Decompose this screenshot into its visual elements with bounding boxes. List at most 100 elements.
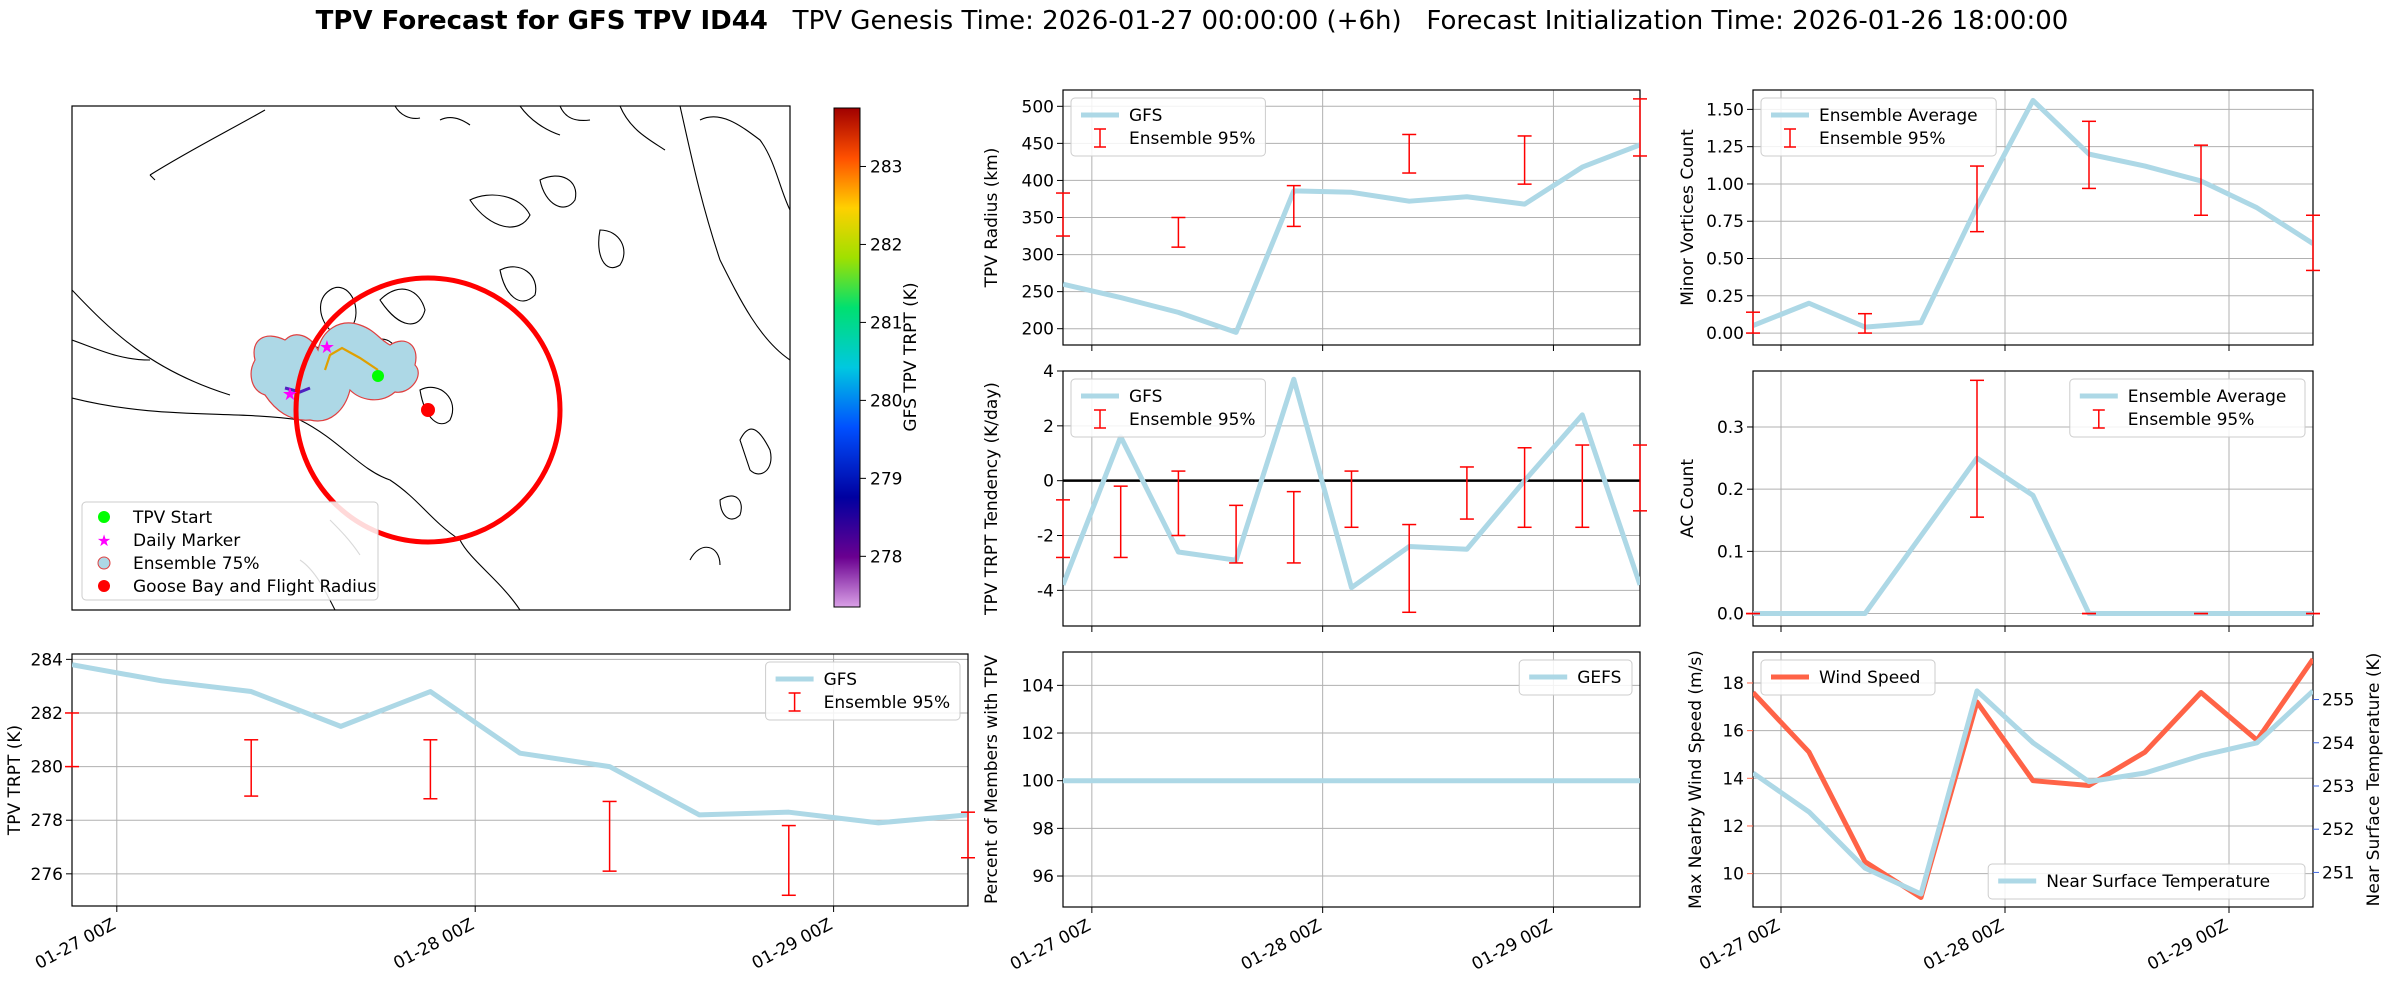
map-coastlines: [72, 106, 790, 610]
colorbar-tick-label: 278: [870, 547, 902, 567]
tpv-start-marker: [372, 370, 384, 382]
y-tick-label: 0.0: [1717, 605, 1744, 625]
y-tick-label: 0.00: [1706, 324, 1744, 344]
errorbar-group: [1746, 379, 2320, 615]
tpv-track-late: [323, 346, 379, 371]
colorbar-tick-label: 281: [870, 313, 902, 333]
colorbar-tick-label: 283: [870, 157, 902, 177]
map-panel: ★ ★ TPV Start ★ Daily Marker Ensemble 75…: [71, 105, 921, 611]
legend-label: Ensemble 95%: [1129, 410, 1256, 430]
y-tick-label: 250: [1022, 283, 1054, 303]
y-tick-label: -4: [1037, 581, 1054, 601]
legend-box: [1070, 97, 1266, 157]
legend-label: Wind Speed: [1819, 668, 1920, 688]
y-tick-label: 0.2: [1717, 480, 1744, 500]
y-tick-label: 18: [1722, 674, 1744, 694]
colorbar-tick-label: 279: [870, 469, 902, 489]
y-tick-label: 0.3: [1717, 418, 1744, 438]
legend-goose-bay: Goose Bay and Flight Radius: [133, 577, 377, 597]
errorbar-group: [1056, 444, 1647, 614]
map-legend: TPV Start ★ Daily Marker Ensemble 75% Go…: [81, 501, 379, 601]
y-right-tick-label: 251: [2322, 863, 2354, 883]
tpv-track: [284, 386, 311, 394]
y-axis-label: Max Nearby Wind Speed (m/s): [1686, 650, 1706, 909]
y-tick-label: 104: [1022, 676, 1054, 696]
legend-label: Ensemble 95%: [824, 693, 951, 713]
colorbar: 278 279 280 281 282 283 GFS TPV TRPT (K): [833, 107, 921, 608]
y-axis-label: AC Count: [1678, 459, 1698, 538]
y-tick-label: 276: [31, 865, 63, 885]
y-right-tick-label: 252: [2322, 820, 2354, 840]
y-tick-label: 102: [1022, 724, 1054, 744]
legend: GFS Ensemble 95%: [765, 661, 961, 721]
y-tick-label: 1.00: [1706, 175, 1744, 195]
y-tick-label: 4: [1043, 362, 1054, 382]
legend: GFS Ensemble 95%: [1070, 97, 1266, 157]
y-axis-label: TPV Radius (km): [982, 148, 1002, 289]
series-group: [1063, 142, 1640, 335]
plot-frame: [1752, 370, 2314, 627]
y-tick-label: 14: [1722, 769, 1744, 789]
y-tick-label: 0.75: [1706, 212, 1744, 232]
goose-bay-marker: [421, 403, 435, 417]
y-axis-label: Percent of Members with TPV: [982, 655, 1002, 904]
legend-box: [1987, 863, 2306, 900]
legend-box: [765, 661, 961, 721]
flight-radius-circle: [293, 275, 563, 545]
legend-right: Near Surface Temperature: [1987, 863, 2306, 900]
legend-label: GEFS: [1577, 668, 1621, 688]
y-axis-label: TPV TRPT (K): [5, 725, 25, 836]
legend-label: Ensemble 95%: [1819, 129, 1946, 149]
y-tick-label: 500: [1022, 97, 1054, 117]
x-tick-label: 01-29 00Z: [2144, 916, 2231, 975]
figure-title: TPV Forecast for GFS TPV ID44 TPV Genesi…: [0, 6, 2384, 36]
y-tick-label: 0.25: [1706, 287, 1744, 307]
y-tick-label: 278: [31, 811, 63, 831]
y-tick-label: 300: [1022, 246, 1054, 266]
legend-tpv-start: TPV Start: [132, 508, 213, 528]
y-tick-label: 100: [1022, 772, 1054, 792]
y-tick-label: 10: [1722, 865, 1744, 885]
legend-label: Ensemble 95%: [2128, 410, 2255, 430]
daily-marker-2: ★: [282, 384, 298, 405]
y-tick-label: 284: [31, 650, 63, 670]
legend-label: Ensemble 95%: [1129, 129, 1256, 149]
colorbar-gradient: [833, 107, 861, 608]
legend-box: [1760, 97, 1997, 157]
legend-label: GFS: [824, 670, 857, 690]
y-tick-label: 400: [1022, 171, 1054, 191]
y-right-tick-label: 254: [2322, 734, 2354, 754]
colorbar-label: GFS TPV TRPT (K): [901, 282, 921, 431]
legend: GFS Ensemble 95%: [1070, 378, 1266, 438]
legend-ensemble-icon: [97, 556, 111, 570]
y-right-axis-label: Near Surface Temperature (K): [2364, 653, 2384, 907]
legend-box: [1518, 659, 1633, 696]
figure-title-bold: TPV Forecast for GFS TPV ID44: [315, 6, 768, 36]
y-tick-label: 0.1: [1717, 542, 1744, 562]
y-tick-label: 16: [1722, 722, 1744, 742]
legend-label: Ensemble Average: [1819, 106, 1978, 126]
errorbar-group: [1746, 120, 2320, 334]
y-tick-label: 96: [1032, 867, 1054, 887]
figure-title-rest: TPV Genesis Time: 2026-01-27 00:00:00 (+…: [767, 6, 2069, 36]
legend-daily-marker-icon: ★: [97, 531, 111, 550]
legend: GEFS: [1518, 659, 1633, 696]
y-tick-label: -2: [1037, 527, 1054, 547]
y-axis-label: Minor Vortices Count: [1678, 129, 1698, 306]
daily-marker-1: ★: [319, 337, 335, 358]
y-tick-label: 280: [31, 758, 63, 778]
y-tick-label: 12: [1722, 817, 1744, 837]
plot-frame: [1752, 651, 2314, 908]
legend-box: [1070, 378, 1266, 438]
x-tick-label: 01-28 00Z: [1920, 916, 2007, 975]
legend: Wind Speed: [1760, 659, 1936, 696]
legend-box: [1760, 659, 1936, 696]
y-right-tick-label: 253: [2322, 777, 2354, 797]
y-axis-label: TPV TRPT Tendency (K/day): [982, 382, 1002, 616]
legend-daily-marker: Daily Marker: [133, 531, 240, 551]
